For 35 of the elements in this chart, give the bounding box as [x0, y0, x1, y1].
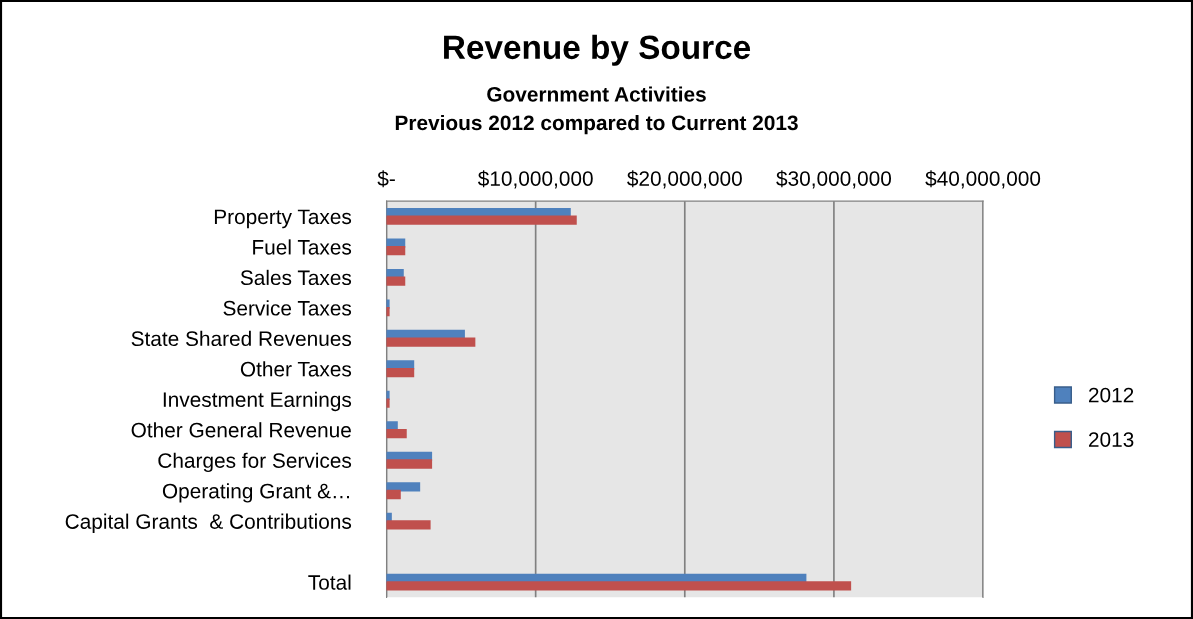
x-tick-label: $30,000,000 — [776, 170, 892, 189]
bar — [386, 337, 476, 347]
y-tick-label: Capital Grants & Contributions — [65, 513, 352, 534]
bar — [386, 299, 390, 309]
y-tick-label: Charges for Services — [158, 452, 352, 473]
y-tick-label: Fuel Taxes — [253, 239, 352, 255]
y-tick-label: Other General Revenue — [131, 422, 351, 438]
bar — [386, 306, 390, 317]
bar — [386, 581, 852, 591]
x-tick-label: $20,000,000 — [627, 170, 742, 189]
chart-title: Revenue by Source — [444, 34, 751, 66]
y-tick-label: Sales Taxes — [240, 269, 352, 286]
bar — [386, 482, 421, 492]
bar — [386, 367, 415, 378]
x-tick-label: $40,000,000 — [925, 170, 1041, 189]
legend-label: 2013 — [1088, 432, 1134, 447]
y-tick-label: Operating Grant &… — [162, 483, 349, 503]
y-tick-label: State Shared Revenues — [131, 330, 352, 347]
y-tick-label: Investment Earnings — [163, 391, 352, 412]
y-tick-label: Total — [308, 574, 351, 590]
bar — [386, 428, 407, 439]
x-tick-label: $10,000,000 — [477, 170, 593, 189]
bar — [386, 520, 431, 530]
bar — [386, 246, 406, 256]
bar — [386, 398, 390, 408]
chart-subtitle: Government Activities Previous 2012 compared to Current 2013 — [395, 86, 798, 135]
y-tick-label: Other Taxes — [240, 361, 352, 377]
bar — [386, 215, 577, 225]
bar — [386, 489, 401, 500]
y-tick-label: Property Taxes — [214, 209, 352, 229]
y-tick-label: Service Taxes — [223, 300, 352, 316]
legend-label: 2012 — [1088, 387, 1134, 403]
bar — [386, 276, 406, 286]
x-tick-label: $- — [377, 170, 395, 188]
bar — [386, 459, 433, 469]
